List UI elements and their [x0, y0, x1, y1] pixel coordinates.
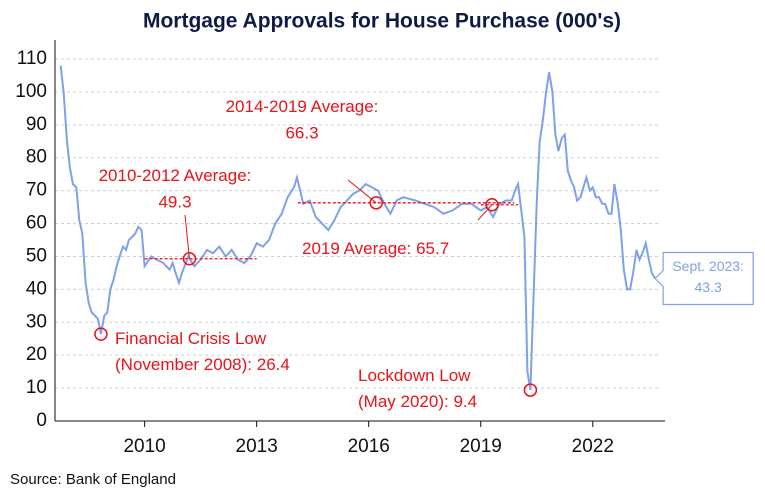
annotation-text: (May 2020): 9.4: [358, 392, 477, 411]
annotation-label: (May 2020):: [358, 392, 453, 411]
x-tick-label: 2013: [236, 436, 278, 457]
callout-value: 43.3: [695, 279, 722, 295]
annotation-marker: [182, 252, 197, 266]
callout-label: Sept. 2023:: [672, 258, 744, 274]
y-tick-label: 30: [26, 311, 47, 332]
annotation-value: 9.4: [453, 392, 477, 411]
annotation-label: Financial Crisis Low: [115, 329, 267, 348]
y-tick-label: 80: [26, 147, 47, 168]
x-tick-label: 2016: [348, 436, 390, 457]
leader: [184, 214, 190, 259]
annotation-marker: [523, 383, 538, 397]
y-tick-label: 100: [15, 81, 47, 102]
source: Source: Bank of England: [10, 471, 176, 488]
annotation-value: 26.4: [257, 355, 290, 374]
y-tick-label: 20: [26, 344, 47, 365]
annotation-text: 2019 Average: 65.7: [302, 239, 449, 258]
annotation-value: 65.7: [416, 239, 449, 258]
leader: [477, 204, 493, 221]
annotation-label: Lockdown Low: [358, 366, 471, 385]
annotation-value: 49.3: [158, 192, 191, 211]
y-tick-label: 40: [26, 278, 47, 299]
x-tick-label: 2010: [123, 436, 165, 457]
annotation-text: (November 2008): 26.4: [115, 355, 290, 374]
annotation-text: Lockdown Low: [358, 366, 471, 385]
annotation-text: 2010-2012 Average:: [99, 166, 252, 185]
y-tick-label: 10: [26, 377, 47, 398]
annotation-label: (November 2008):: [115, 355, 257, 374]
annotation-label: 2019 Average:: [302, 239, 416, 258]
annotation-text: 2014-2019 Average:: [226, 97, 379, 116]
annotation-marker: [369, 196, 383, 210]
y-tick-label: 70: [26, 180, 47, 201]
annotation-text: Financial Crisis Low: [115, 329, 267, 348]
annotation-marker: [485, 198, 499, 212]
y-tick-label: 0: [36, 410, 47, 431]
y-tick-label: 110: [17, 48, 47, 69]
annotation-label: 2010-2012 Average:: [99, 166, 252, 185]
chart-title: Mortgage Approvals for House Purchase (0…: [143, 10, 621, 33]
y-tick-label: 90: [26, 114, 47, 135]
series-line: [59, 65, 656, 391]
annotation-marker: [94, 327, 108, 341]
callout-box: [654, 251, 754, 306]
x-tick-label: 2019: [460, 436, 502, 457]
annotation-label: 2014-2019 Average:: [226, 97, 379, 116]
y-tick-label: 50: [26, 245, 47, 266]
y-tick-label: 60: [26, 213, 47, 234]
annotation-value: 66.3: [285, 123, 318, 142]
x-tick-label: 2022: [572, 436, 614, 457]
